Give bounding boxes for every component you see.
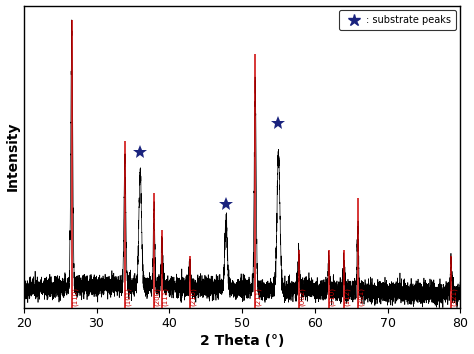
Legend: : substrate peaks: : substrate peaks xyxy=(339,10,456,30)
Text: (210): (210) xyxy=(190,287,196,306)
Text: (200): (200) xyxy=(154,287,161,306)
Text: (301): (301) xyxy=(358,287,365,306)
Text: (110): (110) xyxy=(72,287,78,306)
Text: (112): (112) xyxy=(344,287,350,306)
Text: (310): (310) xyxy=(328,287,335,306)
Text: (002): (002) xyxy=(299,287,305,306)
Text: (321): (321) xyxy=(451,287,457,306)
Text: (111): (111) xyxy=(162,287,169,306)
Text: (101): (101) xyxy=(125,287,131,306)
X-axis label: 2 Theta (°): 2 Theta (°) xyxy=(200,335,284,348)
Text: (211): (211) xyxy=(255,287,262,306)
Y-axis label: Intensity: Intensity xyxy=(6,122,19,191)
